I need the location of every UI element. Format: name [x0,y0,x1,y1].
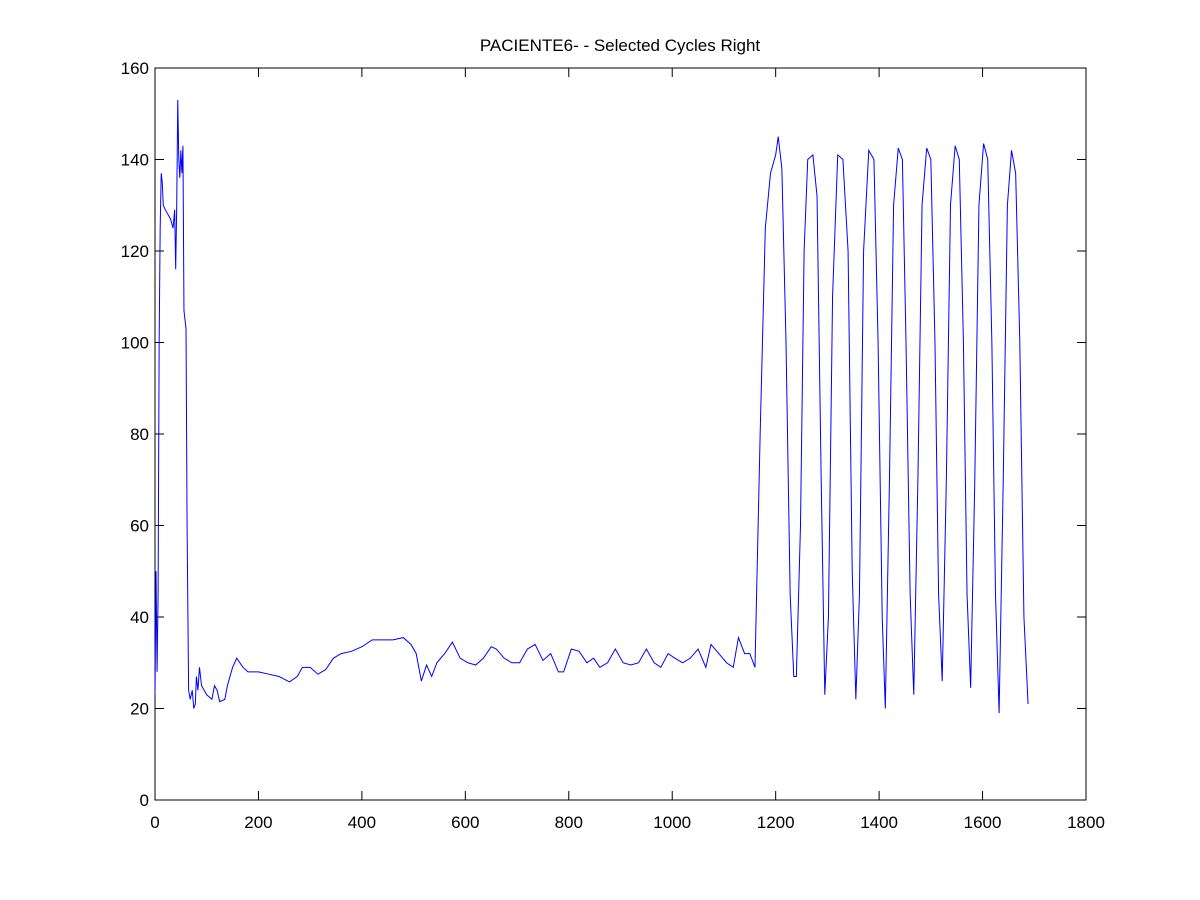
x-tick-label: 400 [348,813,376,832]
y-tick-label: 140 [121,151,149,170]
y-tick-label: 40 [130,608,149,627]
x-tick-label: 1400 [860,813,898,832]
y-tick-label: 120 [121,242,149,261]
x-tick-label: 800 [555,813,583,832]
x-tick-label: 1000 [653,813,691,832]
y-tick-label: 80 [130,425,149,444]
y-tick-label: 20 [130,700,149,719]
x-tick-label: 1800 [1067,813,1105,832]
x-tick-label: 1200 [757,813,795,832]
chart-title: PACIENTE6- - Selected Cycles Right [480,36,761,55]
x-tick-label: 600 [451,813,479,832]
line [154,100,1029,714]
y-tick-label: 100 [121,334,149,353]
x-tick-label: 0 [150,813,159,832]
y-tick-label: 160 [121,59,149,78]
x-tick-label: 200 [244,813,272,832]
y-tick-label: 0 [140,791,149,810]
x-tick-label: 1600 [964,813,1002,832]
y-tick-label: 60 [130,517,149,536]
